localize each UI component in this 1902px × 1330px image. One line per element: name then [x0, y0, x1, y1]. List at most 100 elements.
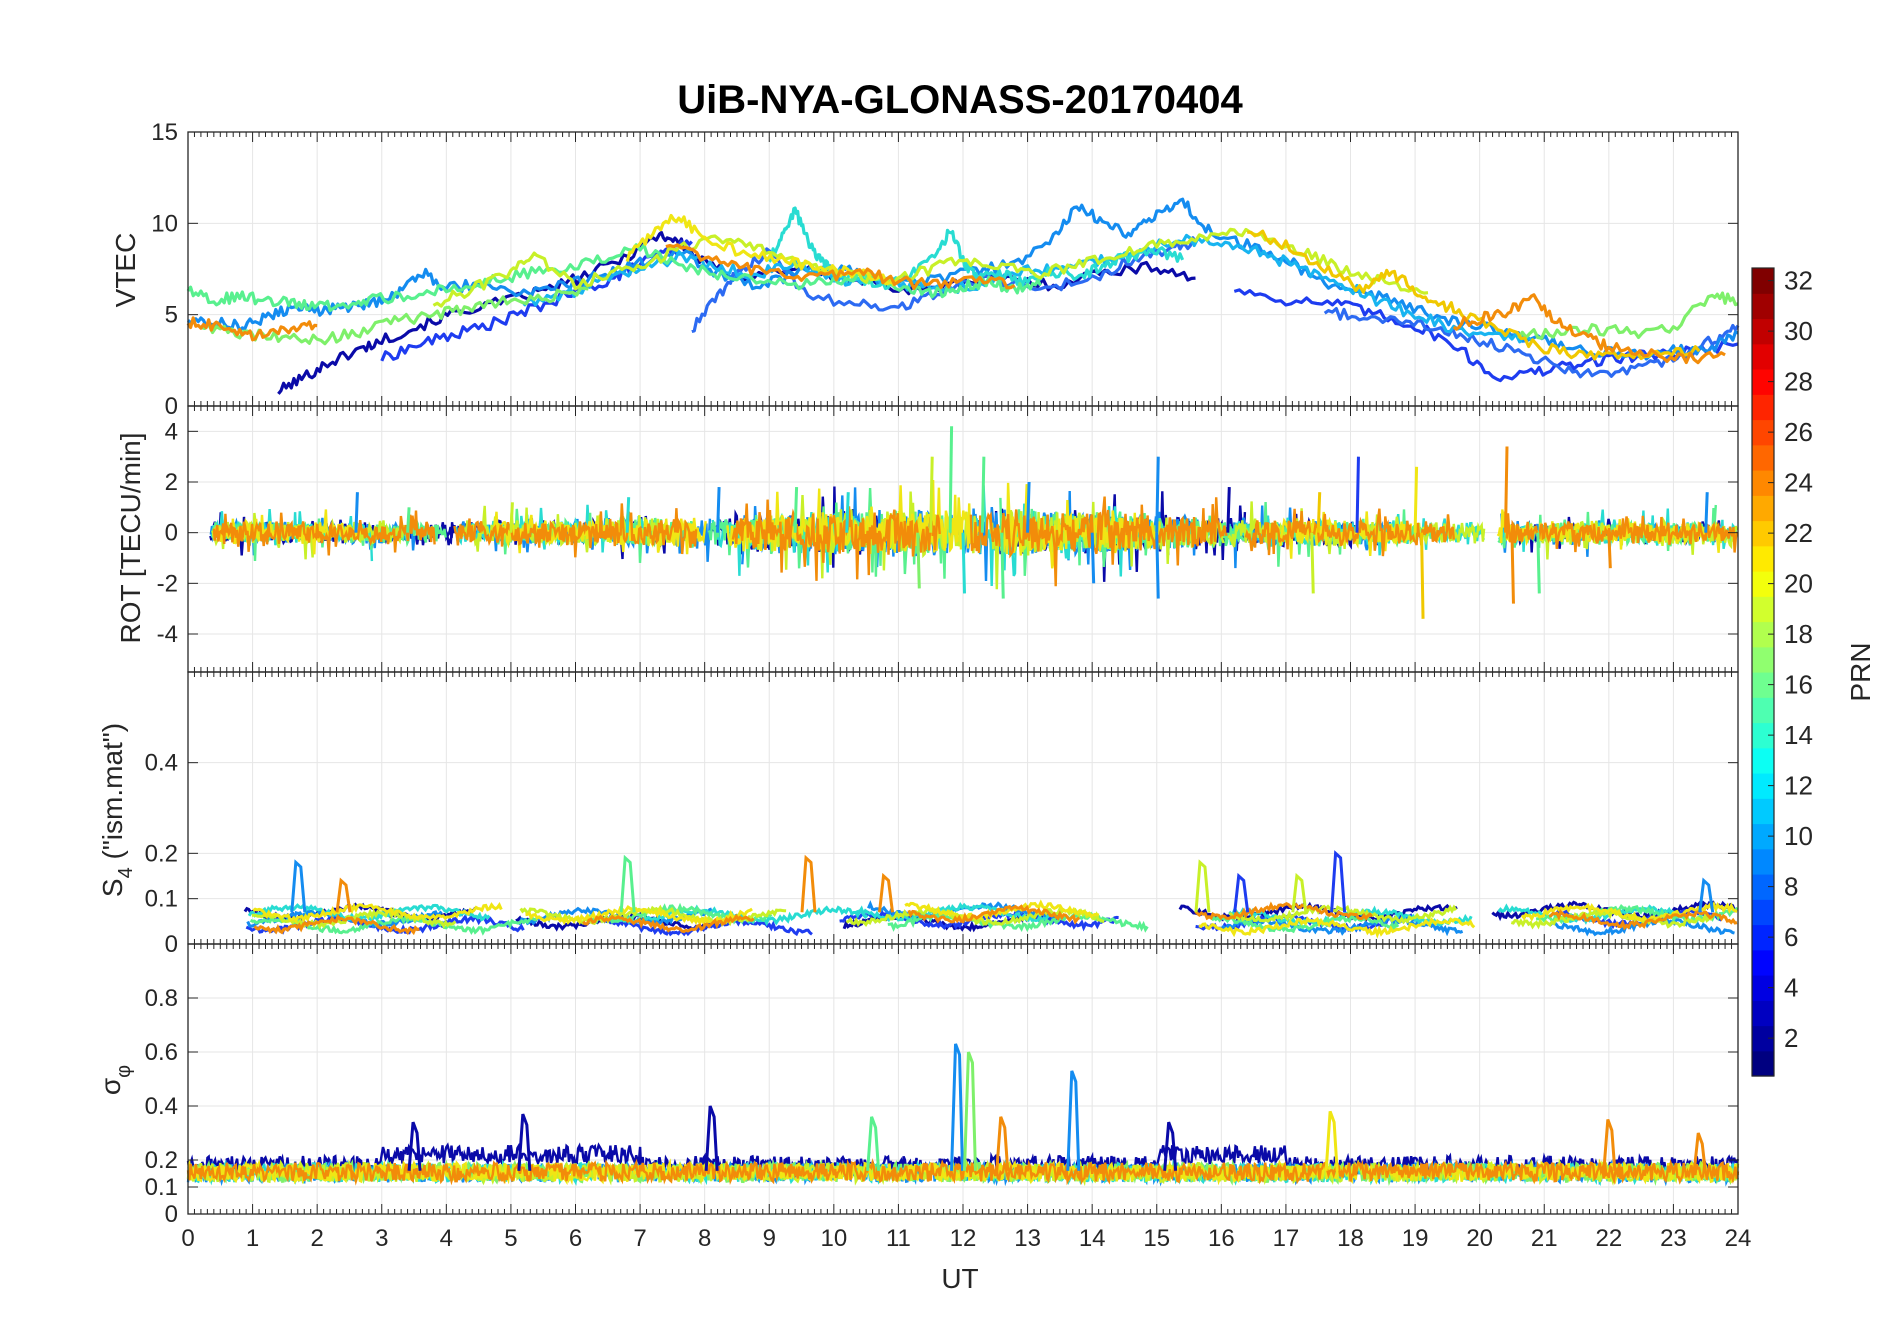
- y-tick-label: 0: [165, 520, 178, 547]
- sigma-phi-peak: [1602, 1118, 1617, 1171]
- x-tick-label: 12: [950, 1225, 977, 1252]
- x-tick-label: 20: [1466, 1225, 1493, 1252]
- y-tick-label: 4: [165, 418, 178, 445]
- y-tick-label: 0.4: [145, 1093, 178, 1120]
- sigma-phi-peak: [1163, 1121, 1178, 1171]
- colorbar-cell: [1752, 419, 1774, 446]
- colorbar-cell: [1752, 823, 1774, 850]
- x-tick-label: 1: [246, 1225, 259, 1252]
- colorbar-cell: [1752, 874, 1774, 900]
- x-tick-label: 10: [820, 1225, 847, 1252]
- rot-series-line: [1505, 513, 1739, 553]
- rot-spike: [1607, 532, 1612, 569]
- colorbar-cell: [1752, 394, 1774, 421]
- vtec-series-line-prn-23: [665, 243, 1016, 290]
- y-tick-label: -2: [157, 570, 178, 597]
- y-tick-label: 2: [165, 469, 178, 496]
- ut-axis-ticks: 0 1 2 3 4 5 6 7 8 9 10 11 12 13 14 15 16 17 18 19 20 21 22 23 24: [181, 1225, 1751, 1252]
- colorbar-cell: [1752, 293, 1774, 320]
- rot-series-line: [212, 510, 436, 556]
- colorbar-tick-label: 22: [1784, 518, 1813, 548]
- x-tick-label: 3: [375, 1225, 388, 1252]
- sigma-phi-series: [186, 1043, 1740, 1187]
- colorbar-cell: [1752, 495, 1774, 522]
- vtec-ylabel: VTEC: [110, 233, 141, 308]
- sigma-phi-peak: [1324, 1110, 1339, 1171]
- colorbar-cell: [1752, 798, 1774, 825]
- colorbar-cell: [1752, 773, 1774, 799]
- s4-peak: [335, 877, 352, 913]
- rot-spike: [845, 492, 850, 533]
- colorbar-tick-label: 26: [1784, 417, 1813, 447]
- colorbar-tick-label: 4: [1784, 973, 1798, 1003]
- rot-spike: [1316, 492, 1322, 533]
- sigma-phi-axes: 00.10.2 0.4 0.6 0.8: [145, 943, 1739, 1228]
- sigma-phi-peak: [866, 1116, 881, 1171]
- s4-axes: 0 0.1 0.2 0.4: [145, 671, 1739, 958]
- s4-peak: [1698, 877, 1715, 913]
- x-tick-label: 23: [1660, 1225, 1687, 1252]
- colorbar-gradient: [1752, 268, 1774, 1077]
- colorbar-cell: [1752, 1050, 1774, 1077]
- sigma-phi-peak: [950, 1043, 965, 1171]
- sigma-phi-peak: [995, 1116, 1010, 1171]
- rot-series: [209, 426, 1739, 619]
- rot-spike: [793, 487, 799, 533]
- rot-spike: [1504, 446, 1509, 533]
- s4-series: [243, 850, 1739, 939]
- y-tick-label: 0: [165, 393, 178, 420]
- vtec-series-line-prn-23: [1452, 293, 1726, 365]
- colorbar-tick-label: 20: [1784, 569, 1813, 599]
- rot-spike: [1704, 492, 1709, 533]
- panel-rot: -4 -2 0 2 4 ROT [TECU/min]: [115, 405, 1739, 673]
- rot-spike: [1536, 532, 1541, 594]
- vtec-series-line-prn-16: [1517, 291, 1739, 340]
- colorbar-cell: [1752, 646, 1774, 673]
- y-tick-label: 0.6: [145, 1039, 178, 1066]
- rot-spike: [1155, 532, 1160, 599]
- rot-spike: [1226, 487, 1231, 533]
- colorbar-tick-label: 30: [1784, 316, 1813, 346]
- colorbar-label: PRN: [1845, 642, 1876, 701]
- colorbar-cell: [1752, 949, 1774, 976]
- x-tick-label: 4: [440, 1225, 453, 1252]
- rot-spike: [1090, 532, 1096, 584]
- y-tick-label: 0.2: [145, 840, 178, 867]
- vtec-series-line-prn-13: [768, 206, 1185, 291]
- rot-spike: [1000, 532, 1005, 599]
- y-tick-label: 0.1: [145, 886, 178, 913]
- rot-ylabel: ROT [TECU/min]: [115, 432, 146, 643]
- colorbar-cell: [1752, 571, 1774, 597]
- s4-series-line: [251, 907, 457, 930]
- x-axis-label: UT: [941, 1263, 978, 1294]
- rot-spike: [625, 497, 631, 533]
- rot-series-line: [1244, 508, 1455, 557]
- colorbar-tick-label: 10: [1784, 821, 1813, 851]
- x-tick-label: 7: [633, 1225, 646, 1252]
- rot-series-line: [969, 496, 1228, 587]
- y-tick-label: 0.1: [145, 1174, 178, 1201]
- colorbar-cell: [1752, 1000, 1774, 1027]
- x-tick-label: 22: [1595, 1225, 1622, 1252]
- x-tick-label: 14: [1079, 1225, 1106, 1252]
- sigma-phi-peak: [407, 1121, 422, 1171]
- x-tick-label: 11: [886, 1225, 911, 1252]
- vtec-series: [186, 197, 1740, 395]
- x-tick-label: 6: [569, 1225, 582, 1252]
- s4-series-line: [253, 913, 420, 936]
- colorbar-cell: [1752, 722, 1774, 749]
- y-tick-label: 10: [151, 210, 178, 237]
- s4-peak: [290, 859, 307, 913]
- x-tick-label: 8: [698, 1225, 711, 1252]
- colorbar-cell: [1752, 343, 1774, 370]
- x-tick-label: 13: [1014, 1225, 1041, 1252]
- sigma-phi-series-line: [186, 1158, 1740, 1186]
- y-tick-label: -4: [157, 621, 178, 648]
- s4-peak: [1330, 850, 1347, 913]
- rot-spike: [980, 456, 986, 533]
- s4-series-line: [887, 911, 1149, 933]
- colorbar-cell: [1752, 848, 1774, 875]
- x-tick-label: 15: [1143, 1225, 1170, 1252]
